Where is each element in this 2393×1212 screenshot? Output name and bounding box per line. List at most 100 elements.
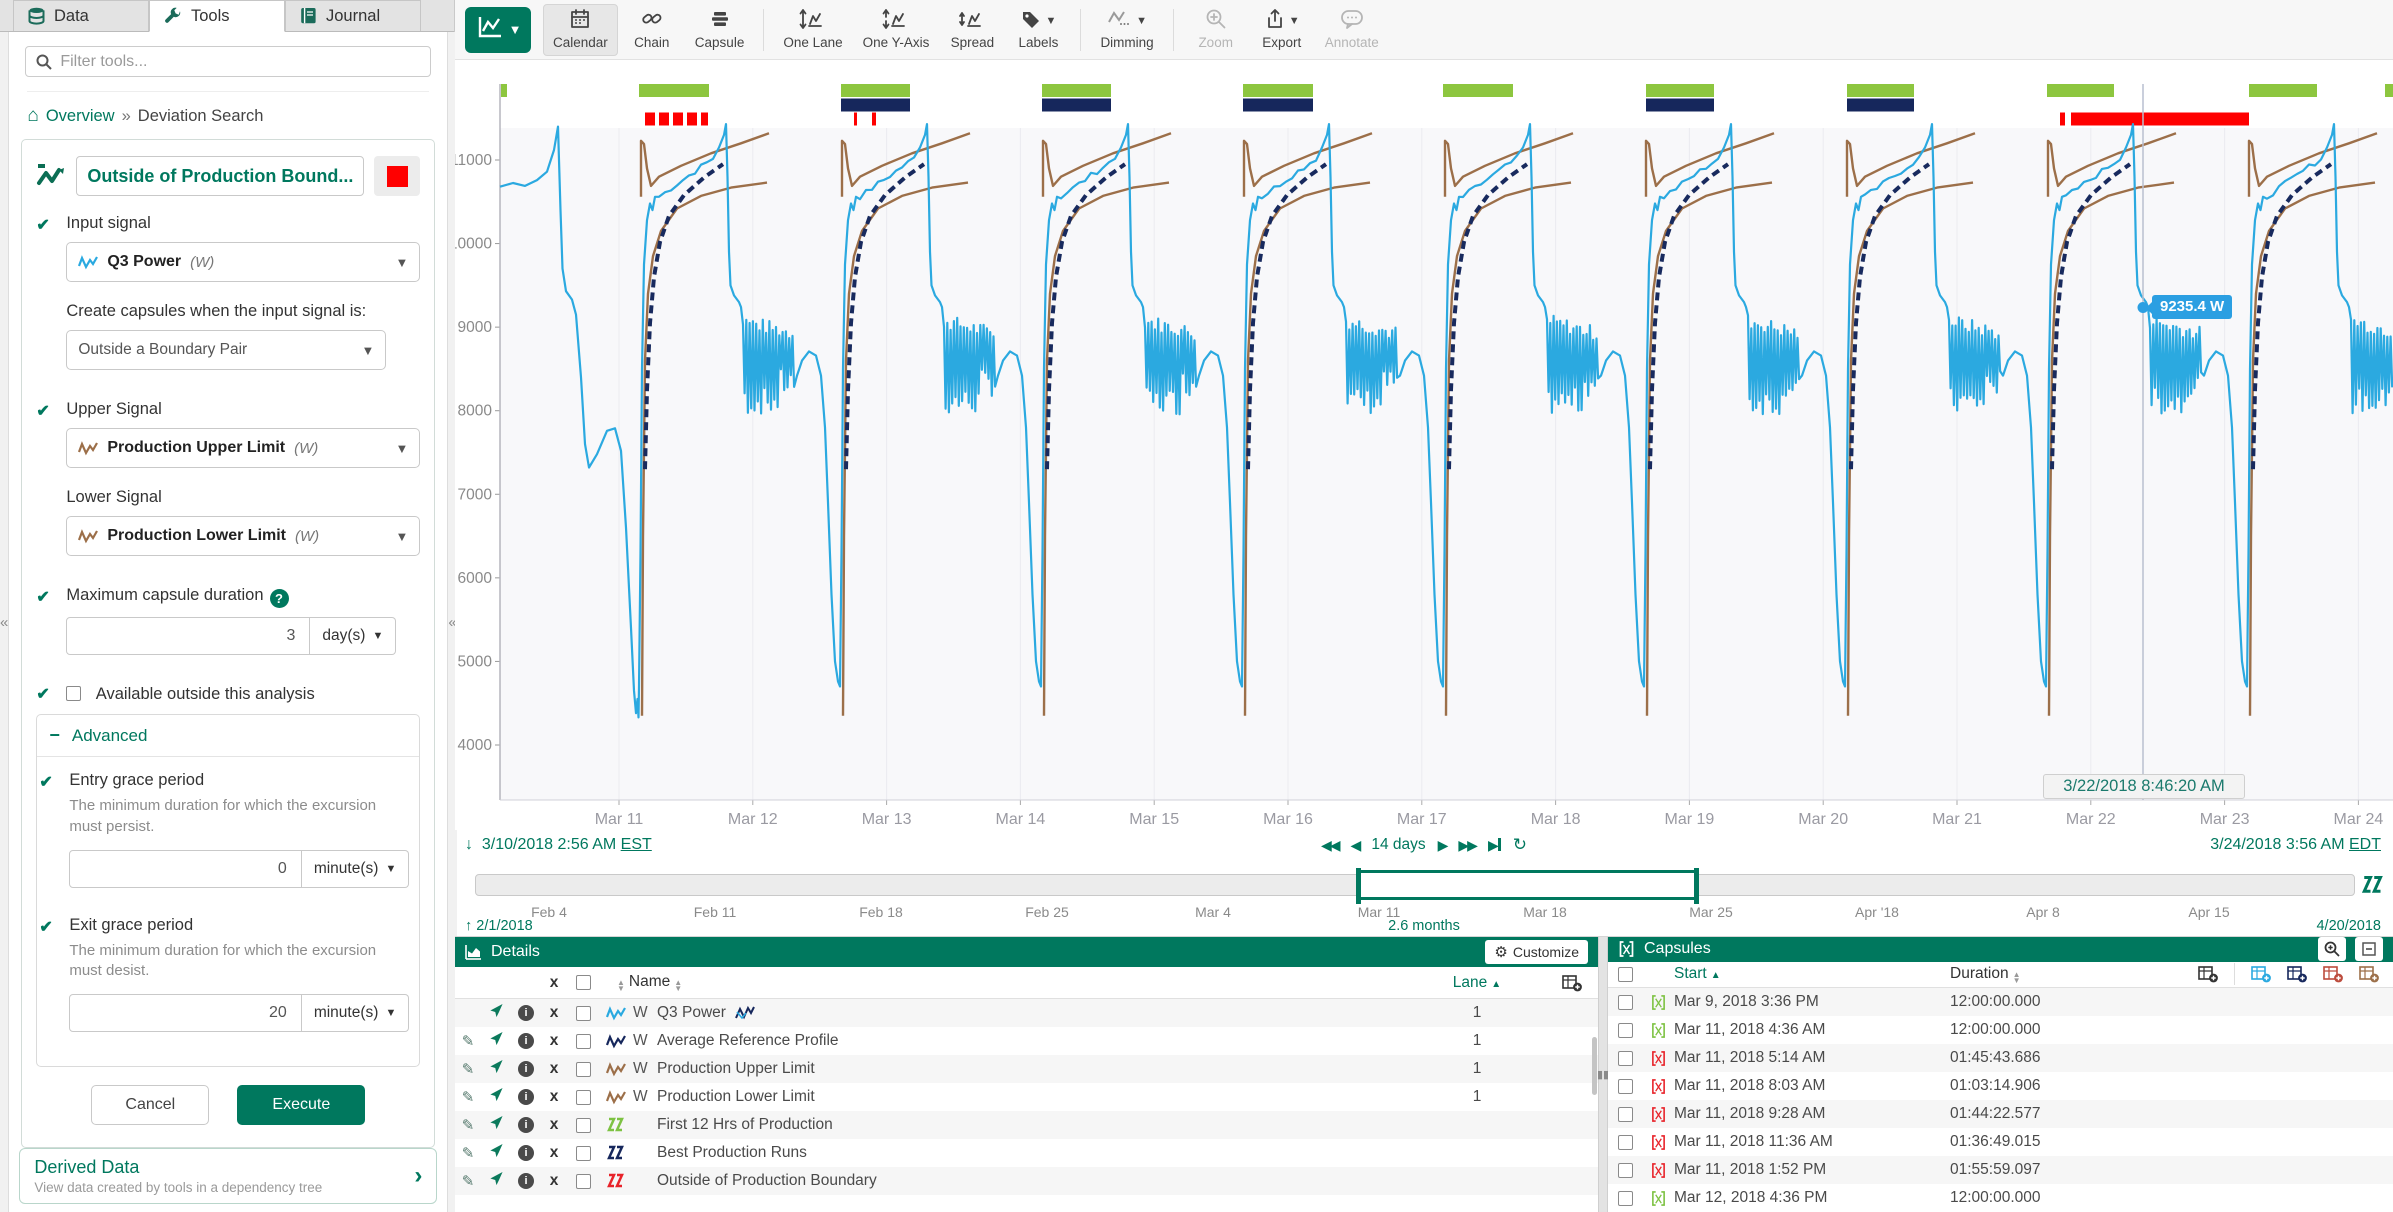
help-icon[interactable]: ? (269, 589, 289, 609)
toolbar-chain-button[interactable]: Chain (620, 4, 684, 56)
capsule-row[interactable]: Mar 11, 2018 1:52 PM 01:55:59.097 (1608, 1156, 2393, 1184)
pin-icon[interactable] (481, 1115, 511, 1135)
capsule-checkbox[interactable] (1617, 1190, 1633, 1206)
breadcrumb-overview-link[interactable]: Overview (45, 106, 115, 125)
row-checkbox[interactable] (575, 1061, 591, 1077)
scrubber-right-handle[interactable] (1694, 868, 1699, 904)
derived-data-card[interactable]: Derived Data View data created by tools … (19, 1148, 438, 1204)
edit-icon[interactable]: ✎ (461, 1089, 475, 1106)
edit-icon[interactable]: ✎ (461, 1061, 475, 1078)
step-forward-button[interactable]: ▶ (1437, 836, 1449, 853)
max-duration-input[interactable]: 3 (66, 617, 311, 656)
details-row[interactable]: ✎ i x W Production Lower Limit 1 (455, 1083, 1598, 1111)
item-name[interactable]: Average Reference Profile (657, 1032, 839, 1049)
details-row[interactable]: ✎ i x W Production Upper Limit 1 (455, 1055, 1598, 1083)
toolbar-one-lane-button[interactable]: One Lane (774, 4, 851, 56)
entry-grace-unit-select[interactable]: minute(s) ▼ (301, 849, 410, 888)
step-forward-much-button[interactable]: ▶▶ (1458, 836, 1477, 853)
remove-icon[interactable]: x (549, 1088, 559, 1105)
toolbar-export-button[interactable]: ▼ Export (1250, 4, 1314, 56)
pin-icon[interactable] (481, 1031, 511, 1051)
max-duration-unit-select[interactable]: day(s) ▼ (310, 617, 397, 656)
item-name[interactable]: Best Production Runs (657, 1144, 807, 1161)
item-name[interactable]: Outside of Production Boundary (657, 1172, 877, 1189)
collapse-sidebar-left-handle[interactable]: « (0, 32, 10, 1212)
capsule-checkbox[interactable] (1617, 1106, 1633, 1122)
name-column-header[interactable]: ▲ ▼ Name ▲ ▼ (617, 973, 683, 993)
details-row[interactable]: ✎ i x First 12 Hrs of Production (455, 1111, 1598, 1139)
capsule-time-icon[interactable] (2361, 875, 2385, 895)
scrubber-selection[interactable] (1356, 868, 1699, 904)
pin-icon[interactable] (481, 1143, 511, 1163)
details-row[interactable]: ✎ i x Best Production Runs (455, 1139, 1598, 1167)
toolbar-annotate-button[interactable]: Annotate (1316, 4, 1388, 56)
color-picker-button[interactable] (374, 156, 421, 197)
add-column-icon[interactable] (2323, 965, 2343, 983)
pin-icon[interactable] (481, 1059, 511, 1079)
info-icon[interactable]: i (511, 1173, 541, 1189)
capsule-row[interactable]: Mar 11, 2018 4:36 AM 12:00:00.000 (1608, 1016, 2393, 1044)
worksheet-view-button[interactable]: ▼ (465, 6, 531, 53)
toolbar-labels-button[interactable]: ▼ Labels (1006, 4, 1070, 56)
edit-icon[interactable]: ✎ (461, 1145, 475, 1162)
row-checkbox[interactable] (575, 1173, 591, 1189)
trend-chart[interactable]: Mar 11 Mar 12 Mar 13 Mar 14 Mar 15 Mar 16 Mar … (449, 60, 2393, 830)
info-icon[interactable]: i (511, 1117, 541, 1133)
investigate-end[interactable]: 4/20/2018 (2316, 918, 2381, 934)
add-column-icon[interactable] (2287, 965, 2307, 983)
remove-icon[interactable]: x (549, 1172, 559, 1189)
step-back-button[interactable]: ◀ (1350, 836, 1362, 853)
details-row[interactable]: ✎ i x W Average Reference Profile 1 (455, 1027, 1598, 1055)
capsule-checkbox[interactable] (1617, 1022, 1633, 1038)
filter-tools-input[interactable] (60, 52, 421, 71)
select-all-capsules-checkbox[interactable] (1617, 966, 1633, 982)
execute-button[interactable]: Execute (237, 1085, 366, 1125)
add-column-icon[interactable] (2251, 965, 2271, 983)
collapse-panel-button[interactable] (2355, 937, 2383, 962)
exit-grace-unit-select[interactable]: minute(s) ▼ (301, 994, 410, 1032)
details-scrollbar[interactable] (1592, 1037, 1597, 1095)
panel-splitter[interactable]: ▮▮ (1597, 937, 1609, 1212)
row-checkbox[interactable] (575, 1089, 591, 1105)
remove-all-column-header[interactable]: x (549, 973, 559, 991)
info-icon[interactable]: i (511, 1033, 541, 1049)
pin-icon[interactable] (481, 1003, 511, 1023)
cancel-button[interactable]: Cancel (91, 1085, 210, 1125)
row-checkbox[interactable] (575, 1005, 591, 1021)
add-column-icon[interactable] (2359, 965, 2379, 983)
row-checkbox[interactable] (575, 1033, 591, 1049)
details-row[interactable]: ✎ i x Outside of Production Boundary (455, 1167, 1598, 1195)
item-name[interactable]: First 12 Hrs of Production (657, 1116, 833, 1133)
available-outside-checkbox[interactable] (66, 686, 82, 702)
info-icon[interactable]: i (511, 1061, 541, 1077)
info-icon[interactable]: i (511, 1089, 541, 1105)
range-end[interactable]: 3/24/2018 3:56 AM EDT (2210, 836, 2381, 853)
duration-label[interactable]: 14 days (1371, 836, 1426, 853)
lower-signal-select[interactable]: Production Lower Limit (W) ▼ (66, 516, 421, 557)
tab-journal[interactable]: Journal (285, 0, 421, 31)
info-icon[interactable]: i (511, 1145, 541, 1161)
tab-tools[interactable]: Tools (149, 0, 285, 32)
entry-grace-input[interactable]: 0 (69, 849, 302, 888)
add-column-icon[interactable] (1562, 974, 1582, 992)
select-all-checkbox[interactable] (575, 975, 591, 990)
collapse-sidebar-right-handle[interactable]: « (447, 32, 457, 1212)
range-start[interactable]: ↓ 3/10/2018 2:56 AM EST (465, 836, 652, 853)
lane-column-header[interactable]: Lane ▲ (1452, 973, 1502, 991)
condition-select[interactable]: Outside a Boundary Pair ▼ (66, 330, 387, 371)
capsule-row[interactable]: Mar 11, 2018 5:14 AM 01:45:43.686 (1608, 1044, 2393, 1072)
remove-icon[interactable]: x (549, 1144, 559, 1161)
toolbar-calendar-button[interactable]: Calendar (543, 3, 618, 56)
add-column-icon[interactable] (2198, 965, 2218, 983)
capsule-checkbox[interactable] (1617, 1050, 1633, 1066)
pin-icon[interactable] (481, 1087, 511, 1107)
scrubber-left-handle[interactable] (1356, 868, 1361, 904)
capsule-row[interactable]: Mar 11, 2018 11:36 AM 01:36:49.015 (1608, 1128, 2393, 1156)
capsule-checkbox[interactable] (1617, 1078, 1633, 1094)
capsule-row[interactable]: Mar 12, 2018 4:36 PM 12:00:00.000 (1608, 1184, 2393, 1212)
toolbar-spread-button[interactable]: Spread (940, 4, 1004, 56)
search-name-input[interactable]: Outside of Production Bound... (76, 156, 365, 197)
toolbar-capsule-button[interactable]: Capsule (686, 4, 754, 56)
zoom-to-capsule-button[interactable] (2318, 937, 2346, 962)
upper-signal-select[interactable]: Production Upper Limit (W) ▼ (66, 428, 421, 469)
